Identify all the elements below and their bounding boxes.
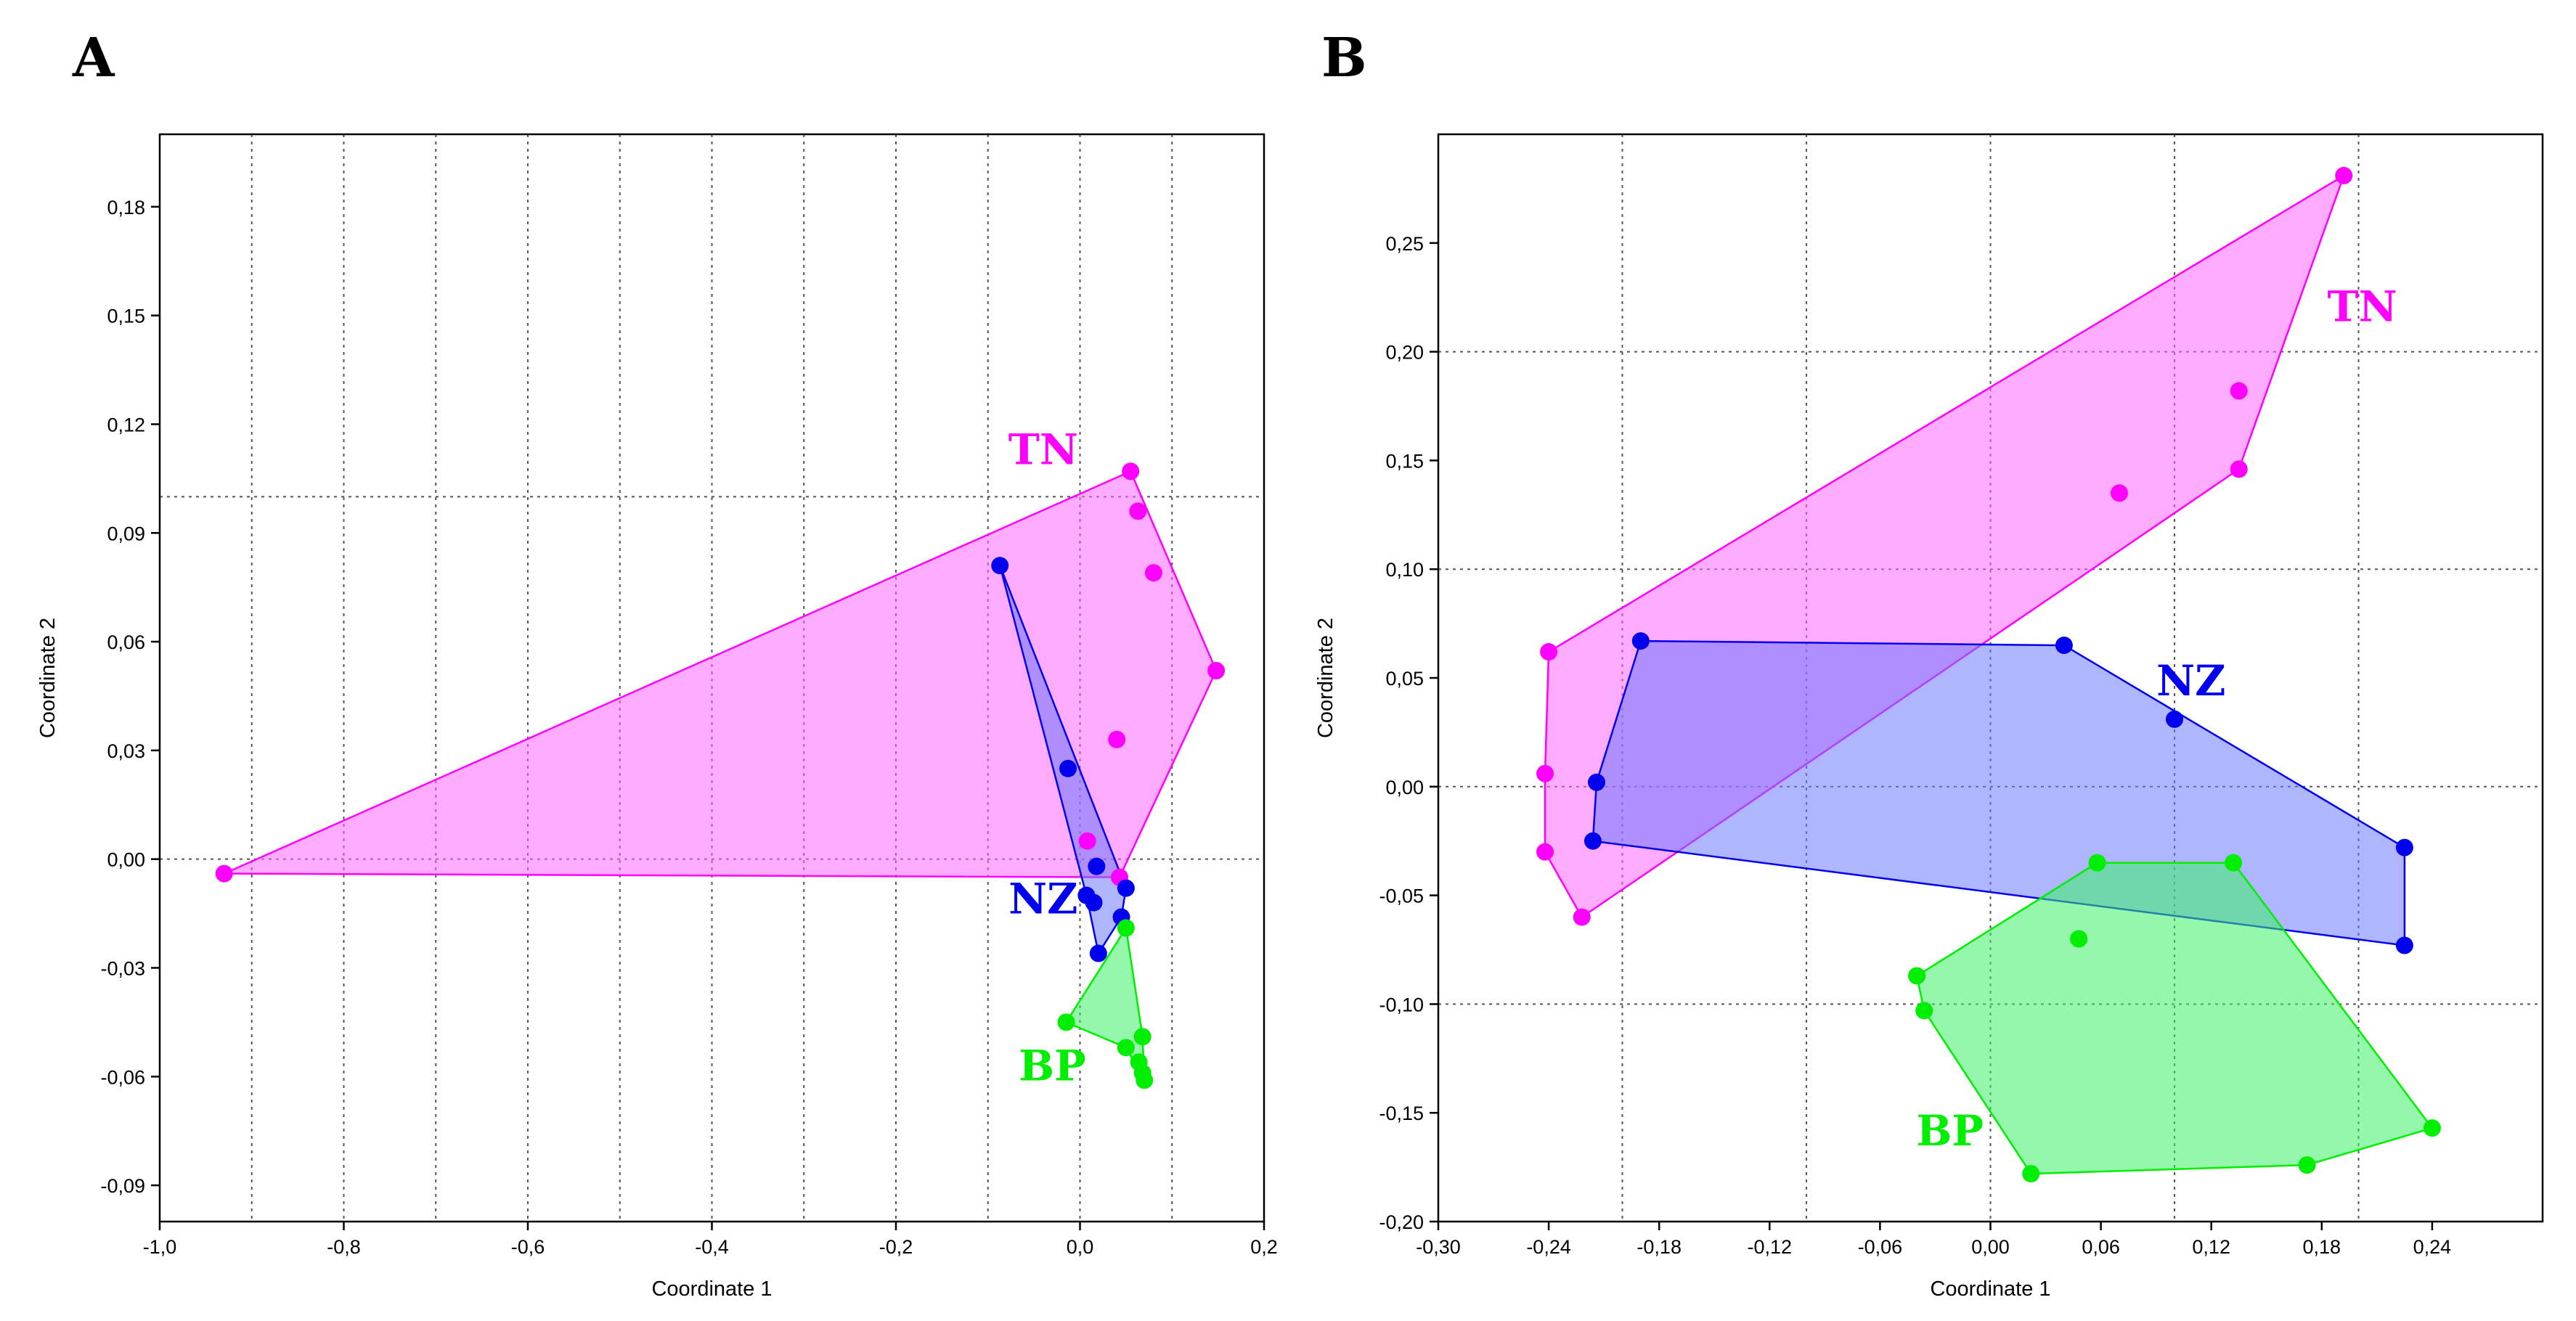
point-nz [1059, 759, 1077, 777]
point-bp [2070, 930, 2088, 948]
x-tick-label: -0,2 [879, 1236, 913, 1258]
point-tn [1207, 662, 1226, 680]
point-nz [1583, 832, 1602, 850]
x-tick-label: -1,0 [143, 1236, 177, 1258]
point-nz [1631, 632, 1650, 650]
x-tick-label: -0,30 [1416, 1236, 1461, 1258]
group-label-nz: NZ [1008, 875, 1077, 924]
point-tn [2335, 166, 2353, 184]
point-tn [215, 864, 233, 883]
panel-letter: B [1321, 27, 1367, 89]
point-tn [2230, 382, 2248, 400]
y-tick-label: 0,00 [107, 849, 145, 871]
y-tick-label: 0,15 [107, 306, 145, 327]
y-axis-label: Coordinate 2 [1314, 618, 1337, 738]
point-bp [2298, 1156, 2316, 1174]
x-tick-label: -0,24 [1526, 1236, 1571, 1258]
x-tick-label: 0,18 [2303, 1236, 2341, 1258]
group-label-tn: TN [1008, 425, 1078, 474]
y-tick-label: 0,10 [1385, 559, 1424, 581]
point-tn [1122, 462, 1140, 480]
point-nz [1117, 879, 1135, 897]
x-tick-label: 0,12 [2192, 1236, 2230, 1258]
point-tn [1108, 730, 1126, 748]
x-tick-label: 0,00 [1971, 1236, 2010, 1258]
x-tick-label: -0,12 [1748, 1236, 1793, 1258]
group-label-bp: BP [1916, 1106, 1984, 1156]
point-nz [1588, 773, 1606, 791]
y-tick-label: -0,20 [1379, 1211, 1424, 1233]
hull-nz [998, 564, 1128, 954]
point-tn [1536, 764, 1554, 782]
y-tick-label: 0,15 [1385, 450, 1424, 472]
y-tick-label: 0,03 [107, 740, 145, 762]
x-tick-label: -0,06 [1858, 1236, 1903, 1258]
y-tick-label: 0,18 [107, 197, 145, 218]
point-tn [1536, 843, 1554, 861]
x-tick-label: -0,6 [511, 1236, 545, 1258]
point-bp [1133, 1028, 1152, 1046]
point-nz [1089, 944, 1107, 962]
y-tick-label: -0,09 [100, 1175, 145, 1197]
point-tn [2110, 484, 2128, 502]
point-tn [1129, 502, 1147, 520]
y-tick-label: -0,06 [100, 1066, 145, 1088]
point-tn [2230, 460, 2248, 478]
point-nz [1088, 857, 1106, 875]
y-tick-label: 0,00 [1385, 777, 1424, 798]
point-bp [1057, 1013, 1075, 1031]
y-tick-label: -0,05 [1379, 886, 1424, 907]
x-tick-label: 0,24 [2413, 1236, 2452, 1258]
point-bp [2088, 854, 2106, 872]
panel-letter: A [72, 27, 115, 89]
x-tick-label: -0,4 [695, 1236, 729, 1258]
point-bp [1117, 919, 1135, 937]
x-tick-label: 0,06 [2082, 1236, 2120, 1258]
y-tick-label: 0,05 [1385, 668, 1424, 690]
point-bp [1117, 1039, 1135, 1057]
point-bp [2423, 1119, 2441, 1137]
group-label-bp: BP [1019, 1041, 1086, 1090]
y-tick-label: 0,12 [107, 414, 145, 435]
x-axis-label: Coordinate 1 [651, 1277, 772, 1301]
y-tick-label: 0,09 [107, 523, 145, 544]
point-tn [1144, 564, 1162, 582]
point-tn [1573, 908, 1591, 926]
x-tick-label: 0,0 [1067, 1236, 1094, 1258]
point-nz [2395, 936, 2413, 954]
point-nz [991, 557, 1009, 575]
y-tick-label: 0,06 [107, 631, 145, 653]
group-label-tn: TN [2327, 282, 2397, 332]
y-tick-label: 0,25 [1385, 233, 1424, 255]
chart-panel-b: TN NZ BP -0,30 -0,24 -0,18 -0,12 -0,06 0,00 0,06 0… [1314, 133, 2544, 1301]
point-bp [2022, 1165, 2040, 1183]
chart-panel-a: TN NZ BP -1,0 -0,8 -0,6 -0,4 -0,2 0,0 0,2 -0,09 -0,… [36, 133, 1278, 1301]
point-nz [2395, 838, 2413, 856]
y-tick-label: -0,10 [1379, 994, 1424, 1015]
point-bp [1908, 967, 1926, 985]
point-tn [1540, 643, 1558, 661]
point-nz [1085, 893, 1103, 912]
point-nz [2055, 637, 2073, 655]
y-tick-label: -0,03 [100, 957, 145, 979]
point-bp [2225, 854, 2243, 872]
group-label-nz: NZ [2156, 656, 2225, 706]
x-tick-label: 0,2 [1250, 1236, 1278, 1258]
x-tick-label: -0,8 [327, 1236, 361, 1258]
x-axis-label: Coordinate 1 [1930, 1277, 2050, 1301]
point-bp [1915, 1002, 1933, 1020]
point-tn [1078, 832, 1096, 850]
y-tick-label: -0,15 [1379, 1103, 1424, 1124]
x-tick-label: -0,18 [1637, 1236, 1682, 1258]
point-nz [2166, 710, 2183, 728]
point-bp [1136, 1071, 1154, 1089]
y-tick-label: 0,20 [1385, 342, 1424, 364]
y-axis-label: Coordinate 2 [36, 618, 60, 738]
